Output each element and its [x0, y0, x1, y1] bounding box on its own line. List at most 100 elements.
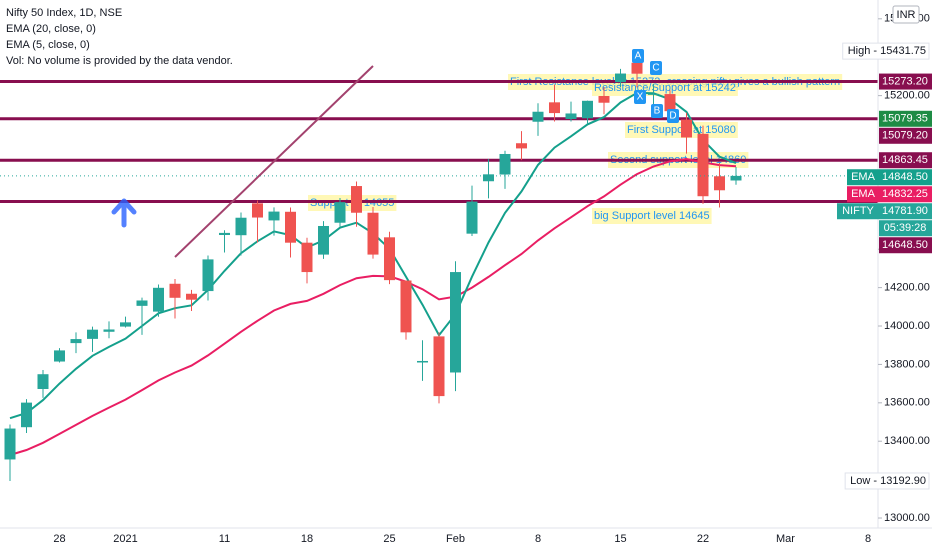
x-tick-label: 15: [614, 533, 626, 545]
candle-body: [169, 283, 181, 298]
price-label-box: [879, 152, 932, 169]
candle-body: [285, 211, 296, 243]
x-tick-label: 11: [219, 533, 230, 545]
price-label-box: [879, 127, 932, 144]
price-label-box: [879, 203, 932, 220]
candle-body: [120, 322, 131, 327]
currency-box: [892, 5, 920, 24]
price-marker: Low - 13192.90: [850, 475, 926, 487]
plot-area: Support at 14655First Resistance level a…: [0, 51, 878, 481]
note: Vol: No volume is provided by the data v…: [6, 55, 233, 67]
candle-body: [400, 280, 412, 333]
price-label-box: [879, 220, 932, 237]
price-label: 14781.90: [882, 205, 928, 217]
price-label-box: [879, 186, 932, 203]
x-tick-label: Feb: [446, 533, 465, 545]
candle-body: [367, 212, 379, 255]
candle-body: [565, 113, 577, 120]
candle-body: [483, 174, 494, 182]
candle-body: [186, 293, 197, 300]
pattern-point-box: [651, 104, 663, 118]
x-tick-label: 8: [865, 533, 871, 545]
legend-entry: EMA (20, close, 0): [6, 23, 96, 35]
pattern-point-box: [634, 90, 646, 104]
candle-body: [21, 402, 32, 428]
pattern-point-box: [667, 109, 679, 123]
candle-body: [219, 232, 230, 236]
pattern-point-box: [650, 61, 662, 75]
candle-body: [730, 175, 742, 181]
up-arrow: [111, 198, 137, 228]
candle-body: [582, 100, 593, 119]
candle-body: [466, 201, 478, 234]
pattern-point-label: C: [652, 63, 659, 74]
candle-body: [532, 111, 544, 122]
y-tick-label: 13000.00: [884, 512, 930, 524]
candle-body: [549, 102, 560, 114]
legend-entry: EMA (5, close, 0): [6, 39, 90, 51]
price-tag-box: [837, 203, 879, 220]
candle-body: [4, 428, 16, 460]
candle-body: [648, 93, 659, 95]
price-label-box: [879, 110, 932, 127]
trend-line: [174, 65, 374, 258]
candle-body: [301, 242, 313, 273]
candle-body: [136, 300, 148, 306]
price-label: 15079.20: [882, 130, 928, 142]
price-label: 15273.20: [882, 75, 928, 87]
annotation-bg: [592, 80, 738, 96]
x-tick-label: 28: [53, 533, 65, 545]
candle-body: [153, 287, 164, 312]
candle-body: [450, 272, 461, 373]
price-label-box: [879, 169, 932, 186]
price-marker-bg: [844, 472, 930, 490]
annotation: Resistance/Support at 15242: [594, 82, 736, 94]
pattern-point-box: [632, 49, 644, 63]
price-label: 14848.50: [882, 171, 928, 183]
price-label-box: [879, 237, 932, 254]
candle-body: [37, 374, 49, 389]
y-tick-label: 13600.00: [884, 397, 930, 409]
candle-body: [631, 62, 643, 74]
pattern-point-label: X: [637, 92, 644, 103]
price-tag: NIFTY: [842, 205, 874, 217]
price-label: 14648.50: [882, 239, 928, 251]
y-tick-label: 15200.00: [884, 90, 930, 102]
candle-body: [54, 350, 65, 362]
price-label: 14863.45: [882, 154, 928, 166]
price-tag: EMA: [851, 171, 876, 183]
ema-line: [9, 157, 737, 456]
candle-body: [351, 186, 362, 213]
y-tick-label: 13400.00: [884, 435, 930, 447]
candle-body: [235, 217, 247, 236]
x-tick-label: 22: [697, 533, 709, 545]
price-tag-box: [847, 169, 879, 186]
candle-body: [318, 225, 329, 255]
pattern-point-label: B: [654, 106, 661, 117]
candle-body: [433, 336, 445, 397]
candle-body: [697, 133, 709, 197]
x-tick-label: 2021: [113, 533, 137, 545]
candle-body: [384, 237, 395, 281]
currency: INR: [897, 9, 916, 21]
candle-body: [598, 96, 610, 103]
annotation: big Support level 14645: [594, 210, 710, 222]
x-tick-label: 18: [301, 533, 313, 545]
candle-body: [615, 73, 626, 83]
price-label-box: [879, 73, 932, 90]
x-tick-label: 8: [535, 533, 541, 545]
x-tick-label: Mar: [776, 533, 795, 545]
y-tick-label: 14000.00: [884, 320, 930, 332]
candle-body: [499, 153, 511, 175]
candle-body: [70, 339, 82, 344]
price-label: 15079.35: [882, 113, 928, 125]
pattern-point-label: A: [635, 51, 642, 62]
chart-title: Nifty 50 Index, 1D, NSE: [6, 7, 122, 19]
y-tick-label: 13800.00: [884, 358, 930, 370]
candle-body: [516, 143, 527, 149]
price-label: 05:39:28: [884, 222, 927, 234]
